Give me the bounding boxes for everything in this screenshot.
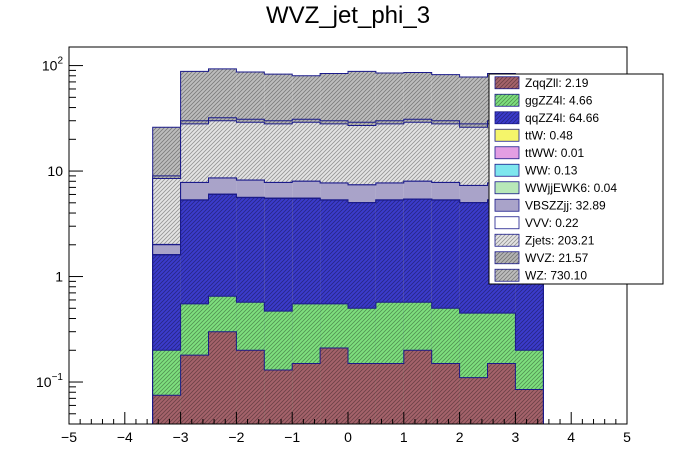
x-tick-label: 3 [512, 429, 520, 445]
y-tick-label: 1 [55, 269, 63, 285]
bar-zqqzll-bin-7 [348, 363, 376, 424]
bar-zqqzll-bin-9 [403, 350, 432, 424]
outline-qqzz4l [152, 193, 544, 424]
x-tick-label: 5 [623, 429, 631, 445]
legend-swatch-wz [494, 268, 520, 282]
x-tick-label: 2 [456, 429, 464, 445]
bar-zqqzll-bin-11 [459, 377, 488, 424]
legend-label-wwjjewk6: WWjjEWK6: 0.04 [525, 181, 617, 195]
legend-label-ww: WW: 0.13 [525, 163, 578, 177]
legend-label-qqzz4l: qqZZ4l: 64.66 [525, 111, 599, 125]
layer-zqqzll [152, 331, 544, 424]
y-tick-label: 10−1 [36, 372, 63, 390]
outline-wz [152, 68, 544, 424]
legend-label-zqqzll: ZqqZll: 2.19 [525, 76, 589, 90]
y-tick-label: 10 [47, 163, 63, 179]
x-tick-label: −3 [173, 429, 189, 445]
bar-zqqzll-bin-4 [264, 370, 293, 424]
legend-swatch-wwjjewk6 [494, 181, 520, 195]
bar-zqqzll-bin-13 [515, 389, 544, 424]
bar-zqqzll-bin-8 [375, 363, 404, 424]
legend-label-vbszzjj: VBSZZjj: 32.89 [525, 198, 606, 212]
x-tick-label: 0 [344, 429, 352, 445]
bar-zqqzll-bin-0 [152, 395, 181, 424]
legend-swatch-ttw [494, 128, 520, 142]
legend-label-zjets: Zjets: 203.21 [525, 233, 595, 247]
outline-vbszzjj [152, 177, 544, 424]
legend-swatch-ttww [494, 146, 520, 160]
outline-zjets [152, 120, 544, 424]
legend-swatch-wvz [494, 251, 520, 265]
outline-zqqzll [152, 331, 544, 424]
legend-label-wvz: WVZ: 21.57 [525, 251, 589, 265]
legend-label-wz: WZ: 730.10 [525, 268, 587, 282]
x-tick-label: −4 [117, 429, 133, 445]
bar-zqqzll-bin-1 [180, 355, 209, 424]
outline-wvz [152, 117, 544, 424]
chart-title: WVZ_jet_phi_3 [265, 2, 431, 29]
legend-swatch-zjets [494, 233, 520, 247]
legend-swatch-vbszzjj [494, 198, 520, 212]
x-tick-label: −5 [61, 429, 77, 445]
y-axis: 10−1 1 10 102 [36, 56, 83, 425]
x-tick-label: 4 [567, 429, 575, 445]
stack-layers [152, 68, 544, 424]
legend-swatch-zqqzll [494, 76, 520, 90]
bar-zqqzll-bin-5 [292, 363, 321, 424]
x-tick-label: −1 [284, 429, 300, 445]
legend-box [488, 73, 664, 285]
bar-zqqzll-bin-10 [431, 363, 460, 424]
legend-label-ggzz4l: ggZZ4l: 4.66 [525, 93, 593, 107]
legend-swatch-ggzz4l [494, 93, 520, 107]
bar-zqqzll-bin-3 [236, 350, 265, 424]
y-tick-label: 102 [42, 56, 64, 74]
legend-label-vvv: VVV: 0.22 [525, 216, 579, 230]
x-axis: −5 −4 −3 −2 −1 0 1 2 3 4 5 [61, 412, 631, 445]
legend-label-ttww: ttWW: 0.01 [525, 146, 584, 160]
bar-zqqzll-bin-6 [320, 348, 348, 424]
bar-zqqzll-bin-2 [208, 331, 237, 424]
legend-swatch-vvv [494, 216, 520, 230]
outline-ggzz4l [152, 295, 544, 424]
x-tick-label: −2 [228, 429, 244, 445]
legend-swatch-qqzz4l [494, 111, 520, 125]
legend-swatch-ww [494, 163, 520, 177]
x-tick-label: 1 [400, 429, 408, 445]
bar-zqqzll-bin-12 [487, 363, 516, 424]
legend: ZqqZll: 2.19 ggZZ4l: 4.66 qqZZ4l: 64.66 ttW… [488, 73, 664, 285]
legend-label-ttw: ttW: 0.48 [525, 128, 573, 142]
